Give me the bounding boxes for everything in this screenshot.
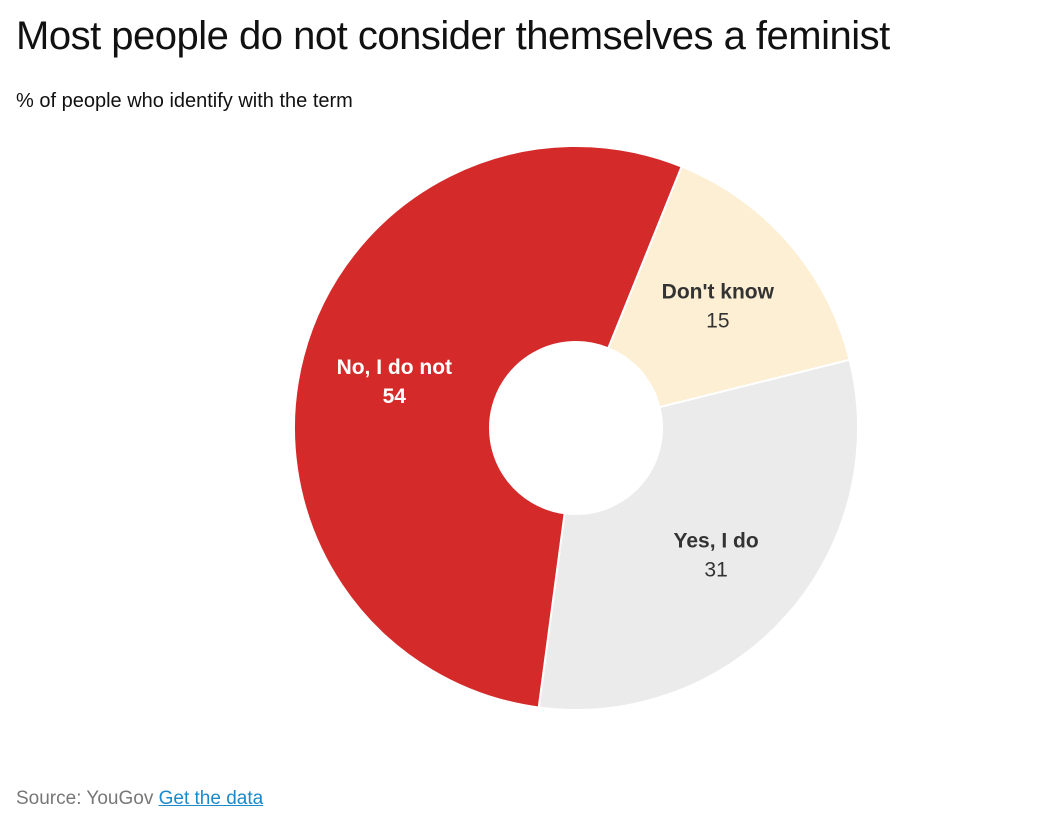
slice-value-yes-i-do: 31 — [704, 558, 727, 581]
slice-label-no-i-do-not: No, I do not — [337, 356, 452, 379]
slice-value-don-t-know: 15 — [706, 310, 729, 333]
slices-layer — [293, 145, 859, 711]
chart-footer: Source: YouGov Get the data — [16, 788, 263, 810]
slice-value-no-i-do-not: 54 — [383, 385, 407, 408]
chart-subtitle: % of people who identify with the term — [16, 90, 353, 112]
slice-don-t-know — [606, 165, 851, 409]
labels-layer: Don't know 15 Yes, I do 31 No, I do not 54 — [337, 281, 775, 582]
donut-chart: Don't know 15 Yes, I do 31 No, I do not 54 — [293, 145, 859, 711]
chart-title: Most people do not consider themselves a… — [16, 14, 890, 58]
source-text: Source: YouGov — [16, 788, 154, 809]
slice-no-i-do-not — [293, 145, 683, 709]
slice-yes-i-do — [537, 358, 859, 711]
slice-label-don-t-know: Don't know — [662, 281, 775, 304]
get-the-data-link[interactable]: Get the data — [158, 788, 264, 809]
slice-label-yes-i-do: Yes, I do — [673, 529, 758, 552]
